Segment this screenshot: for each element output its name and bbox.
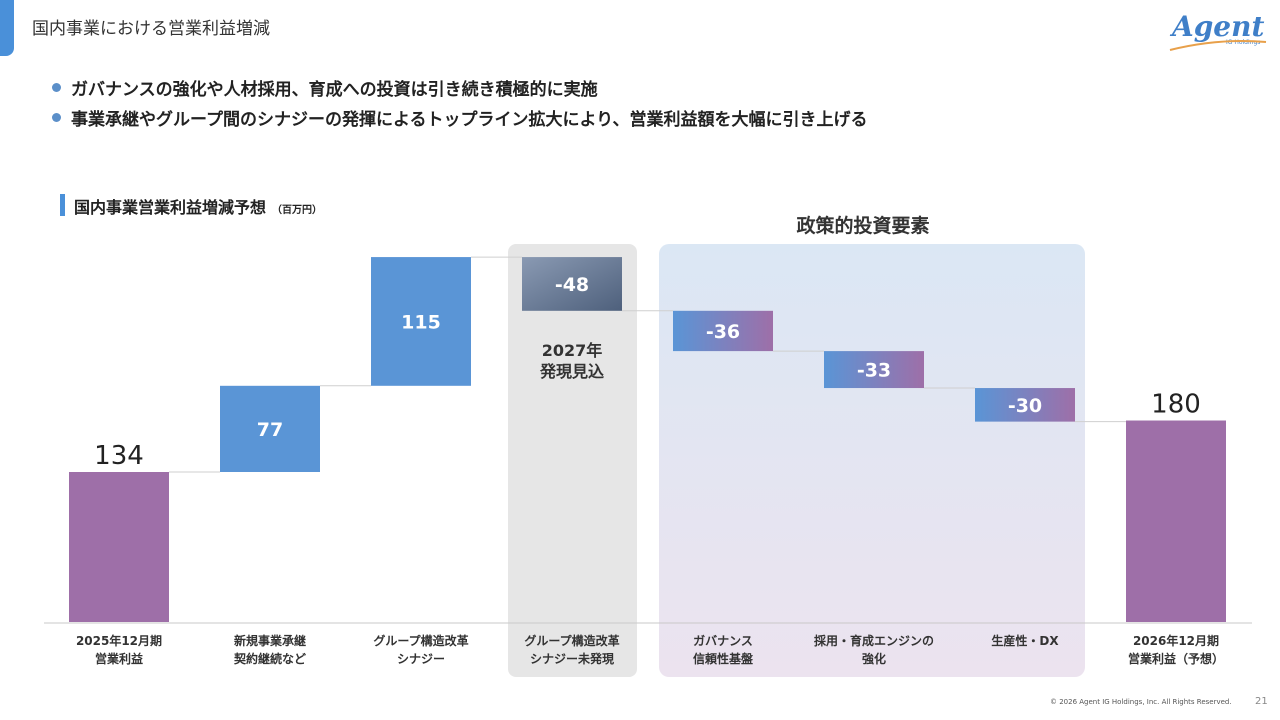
copyright-text: © 2026 Agent IG Holdings, Inc. All Right… (1050, 698, 1232, 706)
category-label: シナジー未発現 (530, 651, 614, 666)
data-label: -36 (706, 321, 740, 343)
category-label: シナジー (397, 652, 445, 666)
chart-unit: （百万円） (272, 205, 323, 216)
category-label: 新規事業承継 (234, 633, 306, 648)
category-label: 契約継続など (233, 651, 306, 666)
logo-swoosh (1169, 40, 1267, 51)
category-label: 2025年12月期 (76, 633, 162, 648)
policy-band (659, 244, 1085, 677)
unrealized-band (508, 244, 637, 677)
category-label: 営業利益 (95, 651, 143, 666)
bullet-list: ガバナンスの強化や人材採用、育成への投資は引き続き積極的に実施 事業承継やグルー… (52, 72, 867, 132)
category-label: 2026年12月期 (1133, 633, 1219, 648)
title-accent-bar (0, 0, 14, 56)
logo-subtext: IG Holdings (1226, 39, 1260, 46)
data-label: 134 (94, 441, 144, 471)
data-label: -30 (1008, 395, 1042, 417)
category-label: ガバナンス (693, 633, 753, 648)
category-label: 採用・育成エンジンの (814, 633, 934, 648)
data-label: -33 (857, 360, 891, 382)
chart-heading: 国内事業営業利益増減予想 （百万円） (60, 194, 322, 218)
bullet-dot-icon (52, 112, 61, 122)
bar-total (69, 472, 169, 622)
bar-increase (371, 257, 471, 386)
bar-synergy_unrealized (522, 257, 622, 311)
bullet-item: ガバナンスの強化や人材採用、育成への投資は引き続き積極的に実施 (52, 72, 867, 102)
category-label: 生産性・DX (991, 633, 1059, 648)
category-label: 強化 (862, 651, 886, 666)
unrealized-band-label: 2027年 (542, 341, 603, 360)
bullet-item: 事業承継やグループ間のシナジーの発揮によるトップライン拡大により、営業利益額を大… (52, 102, 867, 132)
bullet-text: ガバナンスの強化や人材採用、育成への投資は引き続き積極的に実施 (71, 79, 598, 100)
bar-policy (975, 388, 1075, 422)
chart-heading-marker (60, 194, 65, 216)
logo-text: Agent (1169, 10, 1264, 43)
chart-title: 国内事業営業利益増減予想 (74, 198, 267, 217)
data-label: 180 (1151, 390, 1201, 420)
data-label: 115 (401, 311, 441, 333)
bar-policy (673, 310, 773, 352)
policy-band-title: 政策的投資要素 (796, 214, 929, 237)
unrealized-band-label: 発現見込 (539, 362, 604, 381)
bar-increase (220, 385, 320, 472)
data-label: -48 (555, 274, 589, 296)
bullet-dot-icon (52, 82, 61, 92)
category-label: 信頼性基盤 (693, 651, 754, 666)
bar-total (1126, 420, 1226, 622)
bullet-text: 事業承継やグループ間のシナジーの発揮によるトップライン拡大により、営業利益額を大… (71, 109, 868, 130)
company-logo: Agent IG Holdings (1169, 10, 1267, 51)
category-label: 営業利益（予想） (1128, 651, 1224, 666)
page-title: 国内事業における営業利益増減 (32, 19, 270, 39)
category-label: グループ構造改革 (373, 633, 468, 648)
category-label: グループ構造改革 (524, 633, 619, 648)
page-number: 21 (1255, 696, 1268, 707)
data-label: 77 (257, 419, 283, 441)
bar-policy (824, 351, 924, 389)
